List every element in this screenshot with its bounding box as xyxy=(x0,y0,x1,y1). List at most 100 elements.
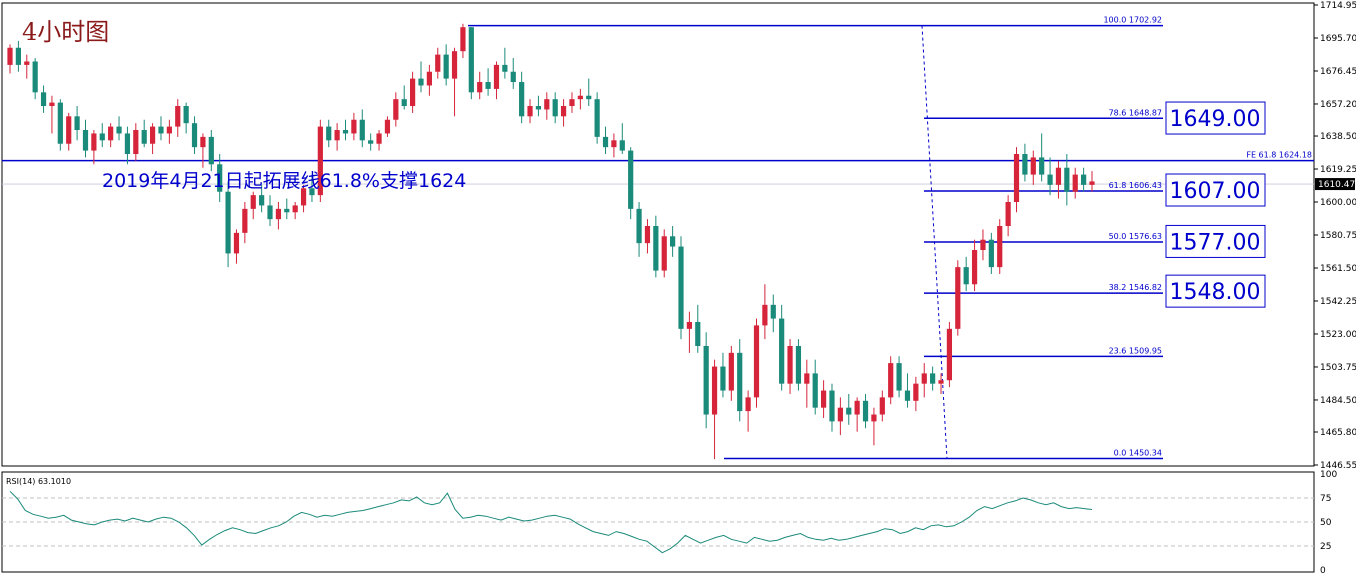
candle-body xyxy=(300,188,307,206)
candle-body xyxy=(217,164,223,192)
candle-body xyxy=(359,119,365,141)
price-tick-label: 1523.00 xyxy=(1320,330,1356,340)
candle-body xyxy=(913,383,919,401)
candle-body xyxy=(267,205,273,220)
candle-body xyxy=(32,61,38,93)
candle-body xyxy=(242,208,248,233)
candle-body xyxy=(1055,167,1062,185)
candle-body xyxy=(1081,174,1087,185)
candle-body xyxy=(787,345,793,384)
candle-body xyxy=(183,106,189,124)
candle-body xyxy=(91,133,97,151)
candle-body xyxy=(66,116,72,144)
candle-body xyxy=(804,373,810,384)
price-tick-label: 1503.75 xyxy=(1320,363,1356,373)
fib-level-label: 78.6 1648.87 xyxy=(1109,108,1162,117)
candle-body xyxy=(82,130,89,151)
fib-level-label: 38.2 1546.82 xyxy=(1109,283,1162,292)
fibonacci-levels: 100.0 1702.92 78.6 1648.87 61.8 1606.43 50.… xyxy=(2,16,1314,460)
candle-body xyxy=(317,126,323,196)
candle-body xyxy=(711,366,718,415)
level-box-label: 1607.00 xyxy=(1170,179,1261,204)
fib-level-label: 50.0 1576.63 xyxy=(1109,232,1162,241)
candle-body xyxy=(326,126,332,141)
fib-level-label: 23.6 1509.95 xyxy=(1109,346,1162,355)
candle-body xyxy=(720,366,726,391)
level-box xyxy=(1165,224,1266,258)
candle-body xyxy=(971,249,978,285)
candle-body xyxy=(275,208,282,220)
candle-body xyxy=(552,99,558,117)
candle-body xyxy=(477,82,483,93)
candle-body xyxy=(393,99,399,120)
candle-body xyxy=(997,226,1003,268)
candle-body xyxy=(99,133,105,141)
price-tick-label: 1695.70 xyxy=(1320,34,1356,44)
candle-body xyxy=(418,78,424,86)
candle-body xyxy=(57,102,63,144)
fib-level-label: 0.0 1450.34 xyxy=(1114,449,1162,458)
candle-body xyxy=(535,106,542,110)
candle-body xyxy=(527,106,533,117)
candle-body xyxy=(1047,174,1053,185)
candle-body xyxy=(502,64,508,72)
candle-body xyxy=(259,195,265,206)
candle-body xyxy=(871,414,877,422)
candle-body xyxy=(703,345,709,415)
candle-body xyxy=(7,47,13,65)
candle-body xyxy=(896,363,902,391)
price-tick-label: 1619.25 xyxy=(1320,165,1356,175)
rsi-tick-label: 75 xyxy=(1320,494,1331,504)
candle-body xyxy=(15,47,21,65)
candle-body xyxy=(225,191,231,254)
candle-body xyxy=(930,373,936,384)
rsi-label: RSI(14) 63.1010 xyxy=(6,477,71,486)
candle-body xyxy=(376,133,382,144)
candle-body xyxy=(963,267,969,285)
candle-body xyxy=(443,54,449,79)
candle-body xyxy=(938,380,944,384)
candle-body xyxy=(653,226,659,271)
fib-level-label: 61.8 1606.43 xyxy=(1109,181,1162,190)
candle-body xyxy=(200,136,206,148)
candle-body xyxy=(795,345,802,384)
level-box-label: 1649.00 xyxy=(1170,107,1261,132)
price-tick-label: 1484.50 xyxy=(1320,396,1356,406)
candle-body xyxy=(745,397,751,412)
rsi-line xyxy=(9,490,1093,554)
candle-body xyxy=(384,119,391,134)
candle-body xyxy=(594,99,600,137)
level-box xyxy=(1165,173,1266,207)
candle-body xyxy=(636,208,642,244)
candle-body xyxy=(116,126,122,134)
price-tick-label: 1600.00 xyxy=(1320,198,1356,208)
candle-body xyxy=(544,99,550,110)
candle-body xyxy=(644,226,651,244)
candle-body xyxy=(510,71,516,83)
price-tick-label: 1657.20 xyxy=(1320,100,1356,110)
candle-body xyxy=(133,130,139,155)
candle-body xyxy=(812,373,818,408)
candle-body xyxy=(670,236,676,247)
level-boxes: 1649.00 1607.00 1577.00 1548.00 xyxy=(1165,101,1266,308)
candle-body xyxy=(577,95,583,100)
candle-body xyxy=(74,116,80,131)
candle-body xyxy=(1039,157,1045,175)
candle-body xyxy=(846,407,852,415)
candle-body xyxy=(602,136,609,148)
candle-body xyxy=(586,95,592,100)
candle-body xyxy=(460,27,466,52)
candle-body xyxy=(678,246,684,329)
candle-body xyxy=(695,321,701,346)
candle-body xyxy=(862,400,869,422)
candle-body xyxy=(770,304,776,319)
candle-body xyxy=(737,352,743,412)
level-box-label: 1548.00 xyxy=(1170,280,1261,305)
candle-body xyxy=(175,106,181,127)
candle-body xyxy=(560,106,567,117)
candle-body xyxy=(149,126,156,144)
candle-body xyxy=(946,328,953,381)
current-price-badge xyxy=(1315,178,1355,191)
candle-body xyxy=(921,373,927,384)
